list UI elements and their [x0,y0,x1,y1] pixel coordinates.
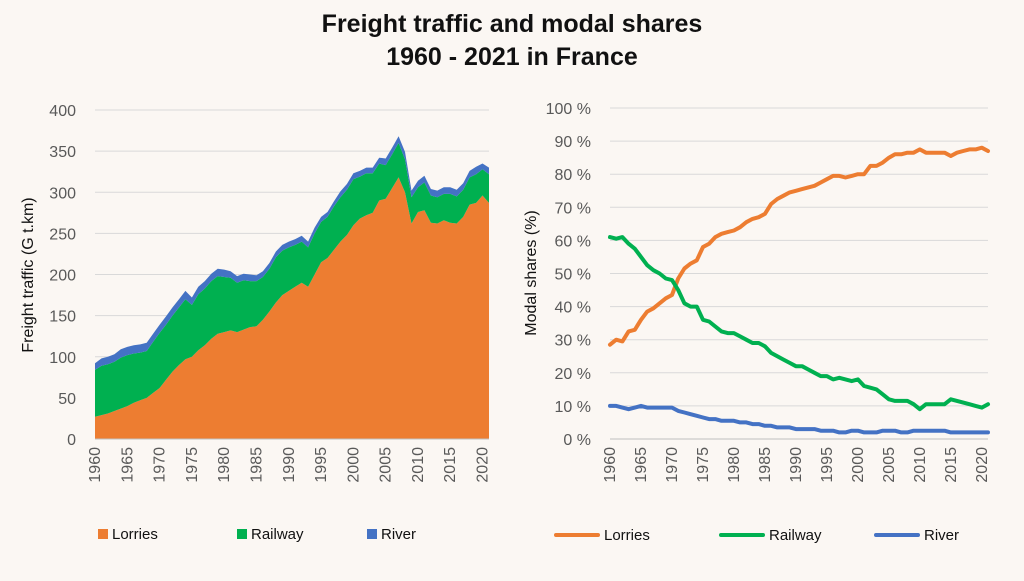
x-tick-label: 1960 [87,447,104,483]
legend-label: River [381,526,416,543]
x-tick-label: 2005 [378,447,395,483]
x-tick-label: 1980 [216,447,233,483]
y-tick-label: 250 [49,226,76,243]
x-tick-label: 1995 [313,447,330,483]
y-tick-label: 0 [67,432,76,449]
y-tick-label: 150 [49,309,76,326]
x-tick-label: 1970 [152,447,169,483]
x-tick-label: 1975 [184,447,201,483]
x-tick-label: 2000 [345,447,362,483]
legend-item-river: River [367,526,416,543]
y-tick-label: 50 [58,391,76,408]
x-tick-label: 1985 [248,447,265,483]
y-tick-label: 400 [49,103,76,120]
legend-item-lorries: Lorries [98,526,158,543]
y-tick-label: 350 [49,144,76,161]
chart-title-line2: 1960 - 2021 in France [386,43,638,71]
left-y-axis-label: Freight traffic (G t.km) [20,197,37,352]
x-tick-label: 2020 [475,447,492,483]
legend-item-railway: Railway [237,526,304,543]
legend-swatch [367,529,377,539]
x-tick-label: 2010 [410,447,427,483]
chart-title-line1: Freight traffic and modal shares [321,10,703,38]
legend-swatch [237,529,247,539]
x-tick-label: 2015 [442,447,459,483]
legend-label: Railway [251,526,304,543]
y-tick-label: 200 [49,268,76,285]
area-lorries [95,177,489,439]
y-tick-label: 300 [49,185,76,202]
legend-label: Lorries [112,526,158,543]
legend-swatch [98,529,108,539]
area-railway [95,142,489,417]
y-tick-label: 100 [49,350,76,367]
x-tick-label: 1965 [119,447,136,483]
chart-title: Freight traffic and modal shares 1960 - … [0,8,1024,74]
area-river [95,136,489,370]
x-tick-label: 1990 [281,447,298,483]
